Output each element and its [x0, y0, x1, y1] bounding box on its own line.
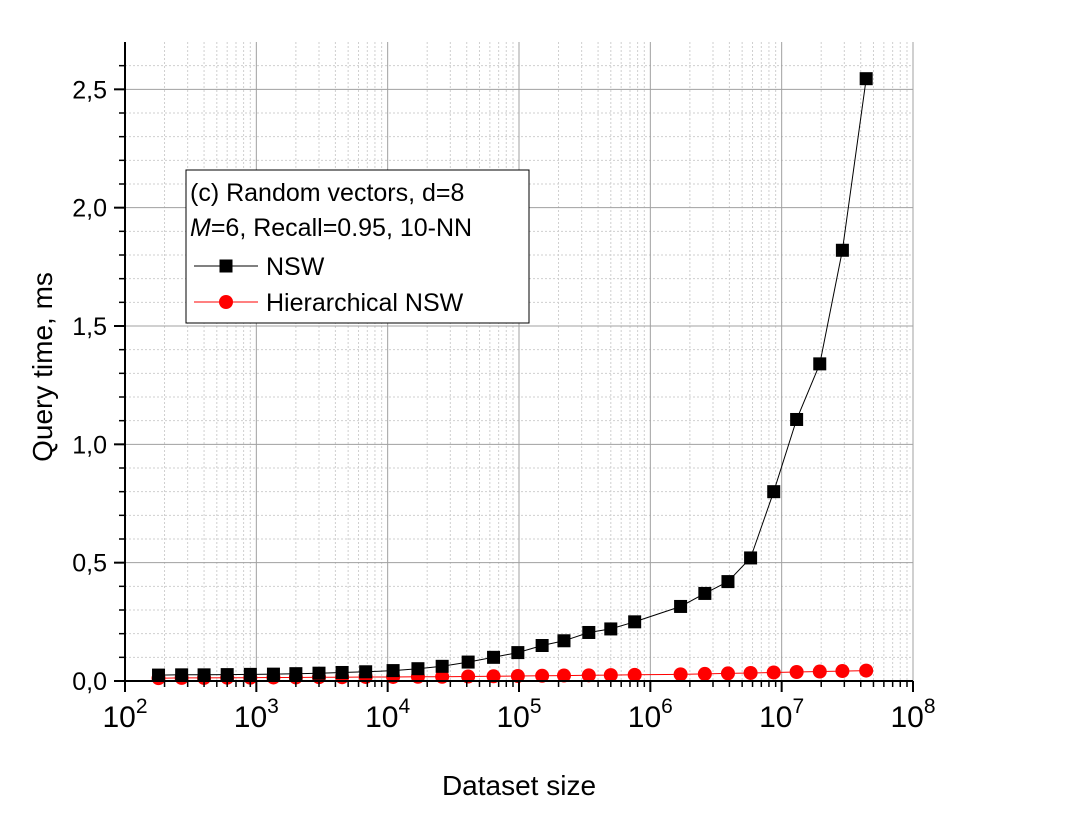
- grid-layer: [124, 42, 914, 682]
- data-point: [535, 668, 550, 683]
- data-point: [813, 357, 827, 371]
- data-point: [175, 668, 189, 682]
- data-point: [487, 650, 501, 664]
- legend: (c) Random vectors, d=8 M=6, Recall=0.95…: [185, 169, 530, 324]
- data-point: [859, 663, 874, 678]
- data-point: [556, 668, 571, 683]
- y-tick-label: 2,0: [72, 195, 107, 223]
- data-point: [674, 599, 688, 613]
- x-tick-label-base: 10: [759, 701, 792, 734]
- data-point: [386, 664, 400, 678]
- x-tick-label-base: 10: [890, 701, 923, 734]
- x-tick-label-base: 10: [496, 701, 529, 734]
- data-point: [581, 668, 596, 683]
- data-point: [152, 668, 166, 682]
- data-point: [535, 639, 549, 652]
- legend-box: [185, 169, 530, 324]
- data-point: [220, 668, 234, 682]
- y-tick-label: 0,0: [72, 668, 107, 696]
- y-tick-label: 1,0: [72, 431, 107, 459]
- x-tick-label-exponent: 3: [267, 695, 279, 718]
- data-point: [767, 485, 781, 499]
- data-point: [812, 664, 827, 679]
- data-point: [766, 665, 781, 680]
- data-point: [604, 622, 618, 636]
- legend-label: Hierarchical NSW: [266, 289, 464, 317]
- data-point: [697, 666, 712, 681]
- x-tick-label-exponent: 7: [793, 695, 805, 718]
- x-tick-label-exponent: 5: [530, 695, 542, 718]
- legend-marker: [219, 259, 233, 273]
- data-point: [312, 666, 326, 680]
- x-tick-label: 107: [759, 695, 804, 734]
- x-axis-label: Dataset size: [442, 770, 596, 801]
- data-point: [582, 625, 596, 639]
- legend-entries: NSW Hierarchical NSW: [194, 253, 464, 317]
- x-tick-label: 104: [365, 695, 410, 734]
- legend-label: NSW: [266, 253, 325, 281]
- data-point: [486, 669, 501, 684]
- data-point: [790, 412, 804, 426]
- legend-title-line1: (c) Random vectors, d=8: [190, 179, 464, 207]
- y-tick-label: 0,5: [72, 550, 107, 578]
- x-tick-label: 103: [234, 695, 279, 734]
- data-point: [511, 646, 525, 660]
- data-point: [627, 667, 642, 682]
- x-tick-label: 108: [890, 695, 935, 734]
- data-point: [243, 667, 257, 681]
- x-tick-label-exponent: 8: [924, 695, 936, 718]
- data-point: [698, 586, 712, 600]
- data-point: [721, 575, 735, 589]
- x-tick-label: 105: [496, 695, 541, 734]
- series-layer: [151, 72, 874, 686]
- data-point: [510, 669, 525, 684]
- data-point: [289, 667, 303, 681]
- x-tick-label-base: 10: [102, 701, 135, 734]
- data-point: [603, 668, 618, 683]
- x-tick-label: 102: [102, 695, 147, 734]
- data-point: [859, 72, 873, 86]
- data-point: [266, 667, 280, 681]
- x-tick-label-base: 10: [234, 701, 267, 734]
- data-point: [359, 665, 373, 679]
- legend-title-line2: M=6, Recall=0.95, 10-NN: [190, 214, 472, 242]
- data-point: [411, 662, 425, 676]
- legend-title-line2-rest: =6, Recall=0.95, 10-NN: [211, 214, 472, 242]
- x-tick-label-base: 10: [628, 701, 661, 734]
- data-point: [835, 243, 849, 257]
- x-tick-label-exponent: 4: [399, 695, 411, 718]
- data-point: [628, 615, 642, 629]
- data-point: [673, 667, 688, 682]
- x-tick-label-base: 10: [365, 701, 398, 734]
- data-point: [435, 659, 449, 673]
- y-axis-label: Query time, ms: [27, 272, 58, 462]
- x-tick-label: 106: [628, 695, 673, 734]
- legend-title-italic-m: M: [190, 214, 211, 242]
- y-tick-label: 2,5: [72, 76, 107, 104]
- data-point: [743, 665, 758, 680]
- x-tick-label-exponent: 6: [661, 695, 673, 718]
- data-point: [744, 551, 758, 565]
- data-point: [461, 655, 475, 669]
- data-point: [789, 665, 804, 680]
- data-point: [197, 668, 211, 682]
- data-point: [335, 665, 349, 679]
- legend-marker: [219, 295, 233, 309]
- data-point: [835, 664, 850, 679]
- series-line: [158, 78, 867, 676]
- x-tick-label-exponent: 2: [136, 695, 148, 718]
- data-point: [720, 666, 735, 681]
- data-point: [557, 634, 571, 648]
- y-tick-label: 1,5: [72, 313, 107, 341]
